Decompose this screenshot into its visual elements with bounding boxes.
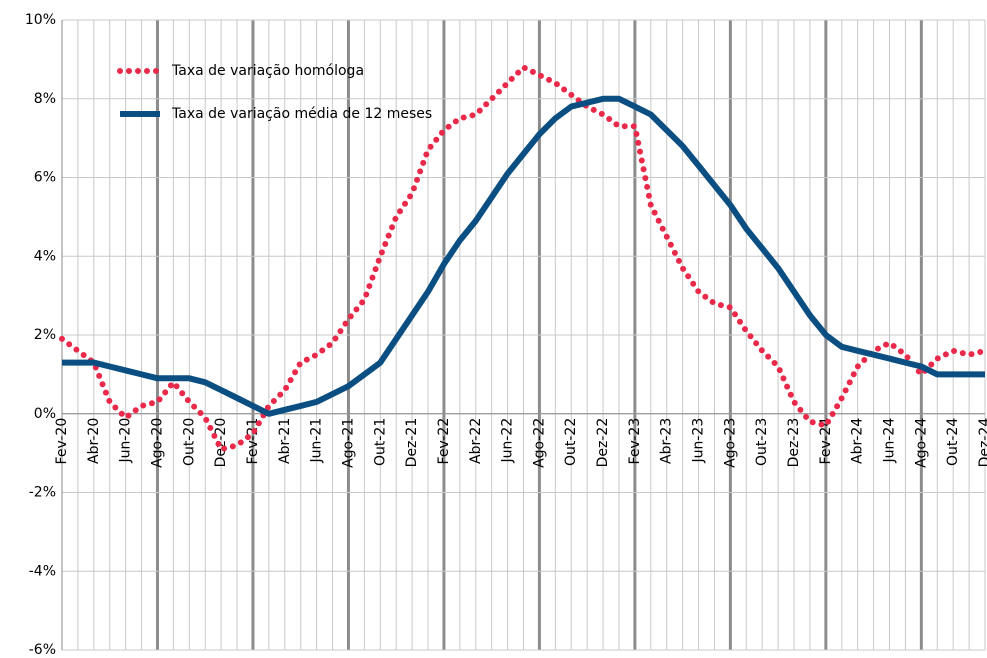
x-tick-label: Dez-24 — [977, 418, 987, 468]
x-tick-label: Fev-24 — [818, 418, 834, 465]
x-tick-label: Ago-23 — [722, 418, 738, 468]
y-tick-label: 0% — [34, 406, 56, 422]
x-tick-label: Fev-21 — [245, 418, 261, 465]
legend-label: Taxa de variação média de 12 meses — [171, 106, 432, 122]
x-tick-label: Fev-22 — [436, 418, 452, 465]
x-tick-label: Out-24 — [945, 418, 961, 466]
y-tick-label: -4% — [29, 563, 56, 579]
x-tick-label: Dez-21 — [404, 418, 420, 468]
x-tick-label: Dez-23 — [786, 418, 802, 468]
x-tick-label: Jun-23 — [691, 418, 707, 464]
x-tick-label: Abr-24 — [850, 418, 866, 464]
x-tick-label: Jun-21 — [309, 418, 325, 464]
series-line — [62, 95, 985, 417]
y-tick-label: 6% — [34, 170, 56, 186]
x-tick-label: Out-22 — [563, 418, 579, 466]
x-tick-label: Abr-21 — [277, 418, 293, 464]
series-line — [59, 63, 987, 453]
x-tick-label: Fev-20 — [54, 418, 70, 465]
x-tick-label: Ago-21 — [340, 418, 356, 468]
x-tick-label: Out-20 — [181, 418, 197, 466]
x-tick-label: Dez-20 — [213, 418, 229, 468]
x-tick-label: Abr-22 — [468, 418, 484, 464]
x-tick-label: Out-21 — [372, 418, 388, 466]
x-tick-label: Fev-23 — [627, 418, 643, 465]
x-tick-label: Jun-22 — [500, 418, 516, 464]
legend-label: Taxa de variação homóloga — [171, 63, 364, 79]
x-tick-label: Dez-22 — [595, 418, 611, 468]
y-tick-label: -2% — [29, 485, 56, 501]
y-tick-label: 10% — [25, 12, 56, 28]
y-tick-label: -6% — [29, 642, 56, 658]
x-tick-label: Abr-23 — [659, 418, 675, 464]
y-tick-label: 8% — [34, 91, 56, 107]
x-tick-label: Jun-20 — [118, 418, 134, 464]
y-tick-label: 4% — [34, 248, 56, 264]
y-tick-label: 2% — [34, 327, 56, 343]
x-tick-label: Abr-20 — [86, 418, 102, 464]
x-tick-label: Ago-22 — [531, 418, 547, 468]
x-tick-label: Ago-20 — [149, 418, 165, 468]
x-tick-label: Jun-24 — [882, 418, 898, 464]
x-tick-label: Out-23 — [754, 418, 770, 466]
x-tick-label: Ago-24 — [913, 418, 929, 468]
